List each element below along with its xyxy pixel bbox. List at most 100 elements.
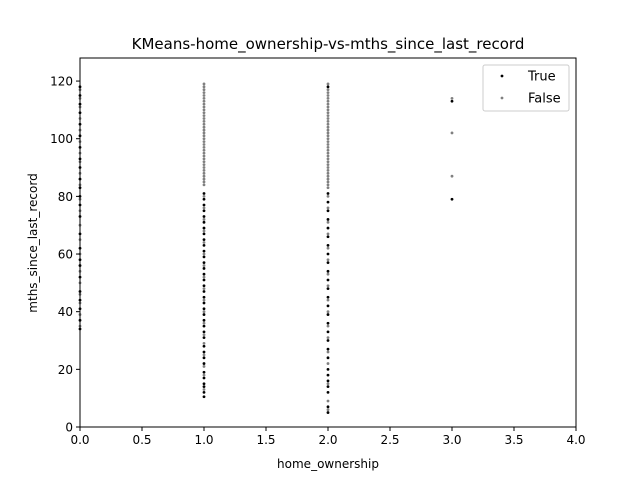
data-point-false [326,88,330,92]
data-point-true [326,278,330,282]
data-point-true [202,278,206,282]
data-point-false [326,362,330,365]
data-point-false [202,120,206,123]
data-point-false [326,108,330,112]
data-point-false [202,137,206,141]
data-point-false [326,169,330,172]
data-point-true [202,350,206,354]
data-point-true [202,382,206,386]
data-point-false [450,96,454,100]
data-point-false [326,143,330,146]
data-point-true [202,261,206,265]
y-axis-ticks: 0 20 40 60 80 100 120 [50,75,80,435]
data-point-true [326,243,330,247]
data-point-false [202,183,206,187]
data-point-true [202,243,206,247]
data-point-false [202,131,206,135]
data-point-false [326,171,330,175]
data-point-false [202,163,206,167]
data-point-false [326,183,330,187]
data-point-false [326,336,330,340]
data-point-true [326,252,330,256]
data-point-true [326,321,330,325]
data-point-false [202,388,206,391]
data-point-false [202,160,206,164]
data-point-false [326,180,330,184]
data-point-false [202,171,206,175]
data-point-true [326,218,330,221]
data-point-false [326,177,330,181]
x-tick-label: 0.5 [132,433,151,447]
data-point-true [202,192,206,195]
data-point-true [326,209,330,213]
data-point-false [326,102,330,106]
data-point-true [202,376,206,380]
data-point-false [326,310,330,314]
data-point-false [202,122,206,126]
data-point-false [450,131,454,135]
data-point-false [202,94,206,97]
data-point-true [326,85,330,89]
data-point-false [326,382,330,386]
data-point-true [202,290,206,293]
data-point-false [202,111,206,115]
data-point-false [326,94,330,97]
x-tick-label: 2.0 [318,433,337,447]
data-point-true [326,405,330,409]
data-point-false [202,105,206,109]
data-point-false [326,151,330,155]
data-point-true [326,373,330,377]
data-point-false [202,241,206,244]
data-point-true [326,226,330,230]
data-point-true [326,330,330,334]
data-point-true [202,301,206,305]
data-point-true [326,304,330,308]
data-point-false [450,174,454,178]
data-point-true [202,330,206,334]
data-point-false [202,102,206,106]
data-point-false [326,157,330,161]
data-point-false [326,131,330,135]
y-tick-label: 40 [58,305,73,319]
data-point-true [202,295,206,299]
data-point-true [326,356,330,360]
data-point-false [326,160,330,164]
data-point-false [326,350,330,354]
legend-marker-true [500,74,504,78]
data-point-true [326,339,330,342]
data-point-false [202,151,206,155]
data-point-false [326,258,330,262]
data-point-false [326,272,330,276]
data-point-true [326,269,330,273]
data-point-false [326,206,330,210]
data-point-false [202,298,206,302]
data-point-false [326,408,330,412]
data-point-true [450,197,454,201]
data-point-false [202,218,206,221]
data-point-true [326,367,330,371]
x-tick-label: 3.5 [504,433,523,447]
x-axis-ticks: 0.0 0.5 1.0 1.5 2.0 2.5 3.0 3.5 4.0 [70,427,586,447]
data-point-false [202,154,206,158]
data-point-true [202,284,206,288]
data-point-false [202,128,206,132]
data-point-false [326,91,330,94]
data-point-false [202,264,206,267]
data-point-false [326,324,330,328]
y-tick-label: 0 [65,421,73,435]
data-point-true [326,287,330,291]
data-point-false [202,166,206,169]
data-point-true [202,344,206,348]
data-point-true [326,391,330,394]
data-point-false [202,85,206,89]
legend-label-false: False [528,92,561,107]
legend-box [482,64,570,112]
x-tick-label: 1.5 [256,433,275,447]
data-point-false [326,111,330,115]
legend-marker-false [500,96,504,100]
data-point-false [202,341,206,345]
data-point-false [326,194,330,198]
data-point-true [326,411,330,414]
y-tick-label: 20 [58,363,73,377]
data-point-true [202,318,206,322]
